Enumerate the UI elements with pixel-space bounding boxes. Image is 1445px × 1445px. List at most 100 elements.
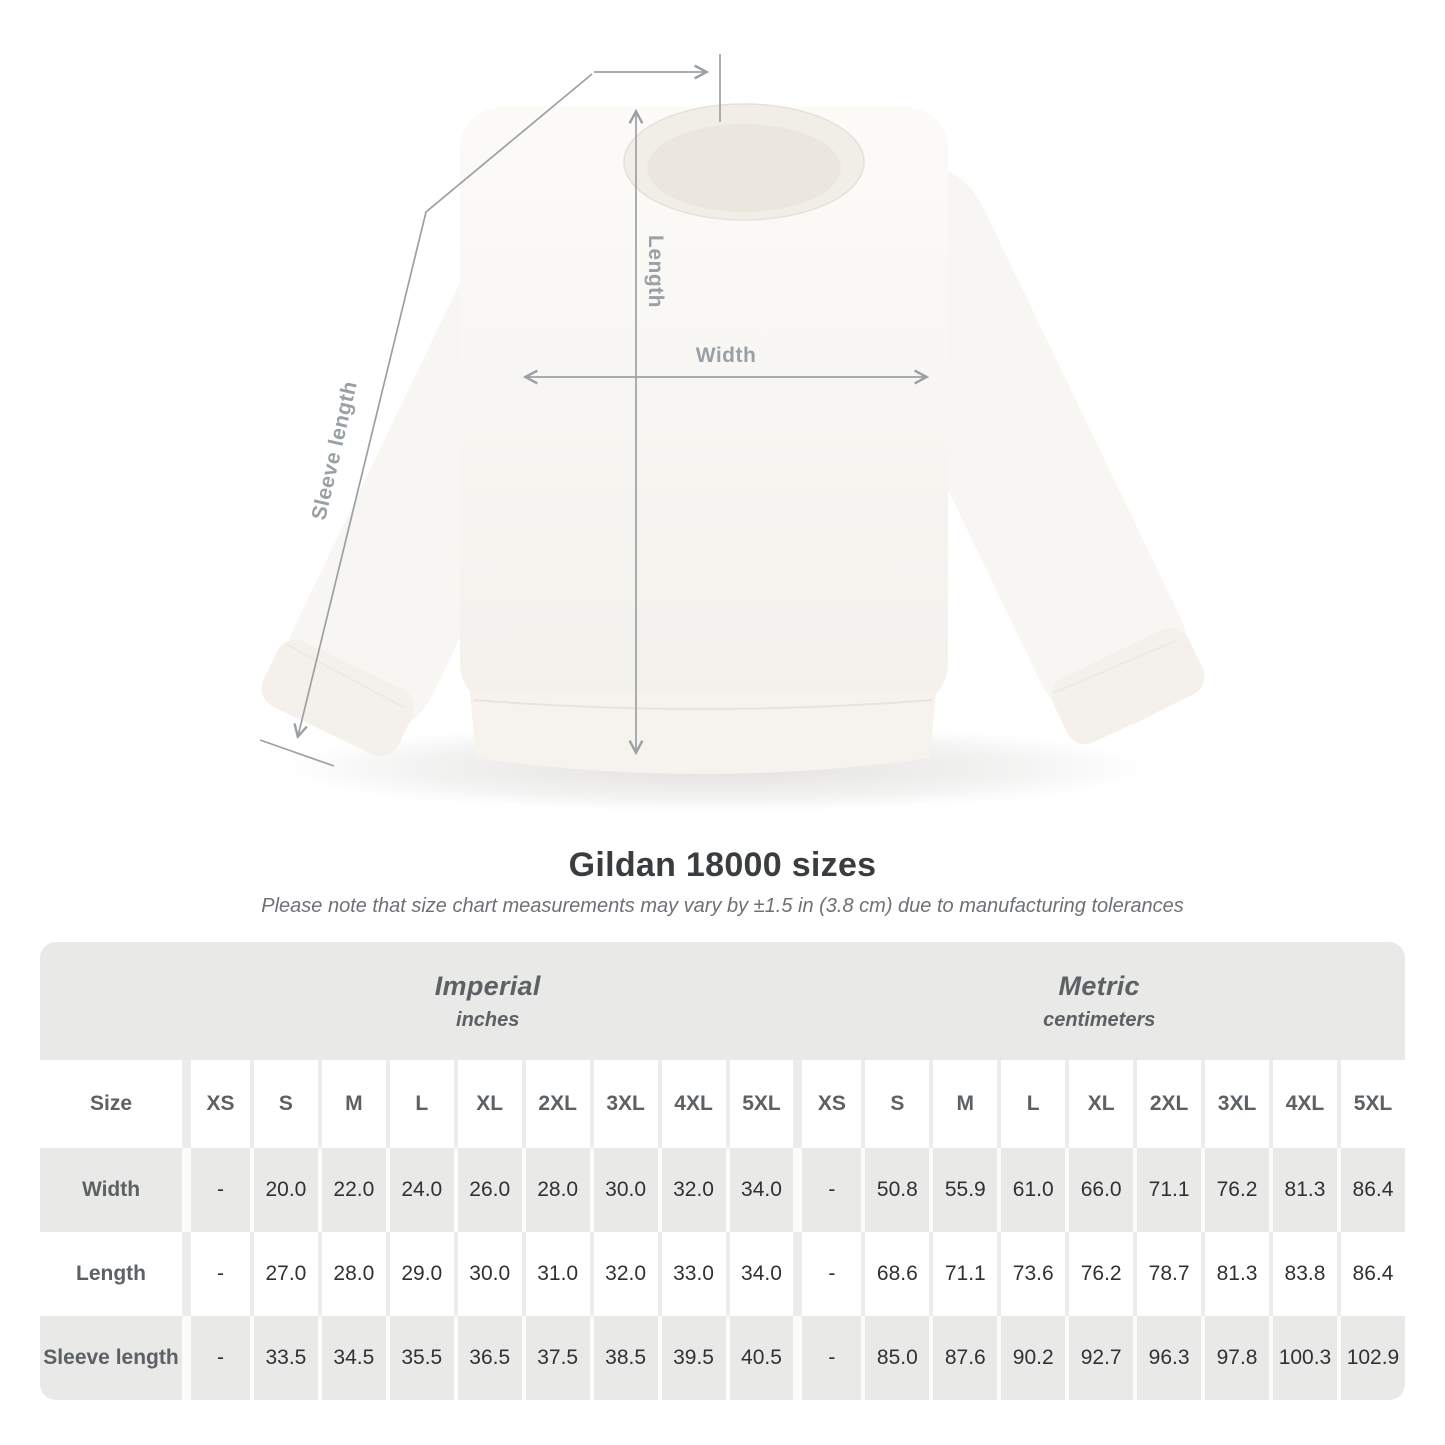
size-header: 5XL	[725, 1060, 794, 1148]
right-cuff-seam	[1053, 639, 1178, 694]
length-metric-3xl: 81.3	[1201, 1232, 1269, 1316]
length-imperial-xs: -	[182, 1232, 250, 1316]
tolerance-note: Please note that size chart measurements…	[261, 895, 1184, 917]
width-metric-m: 55.9	[929, 1148, 998, 1232]
sleeve-imperial-s: 33.5	[249, 1316, 318, 1400]
sleeve-imperial-xs: -	[182, 1316, 250, 1400]
band-spacer	[40, 942, 182, 1060]
length-imperial-xl: 30.0	[453, 1232, 522, 1316]
size-header: M	[317, 1060, 386, 1148]
sleeve-metric-l: 90.2	[997, 1316, 1066, 1400]
imperial-group-unit: inches	[456, 1008, 520, 1031]
width-imperial-3xl: 30.0	[589, 1148, 658, 1232]
size-header: S	[861, 1060, 930, 1148]
sleeve-metric-xl: 92.7	[1065, 1316, 1134, 1400]
length-imperial-4xl: 33.0	[657, 1232, 726, 1316]
length-metric-4xl: 83.8	[1269, 1232, 1337, 1316]
metric-group-header: Metric centimeters	[793, 942, 1405, 1060]
width-metric-s: 50.8	[861, 1148, 930, 1232]
width-imperial-xs: -	[182, 1148, 250, 1232]
width-imperial-5xl: 34.0	[725, 1148, 794, 1232]
size-header: 4XL	[657, 1060, 726, 1148]
collar-opening	[647, 124, 841, 212]
collar-seam	[623, 103, 865, 221]
right-cuff	[1051, 627, 1205, 745]
page-title: Gildan 18000 sizes	[568, 846, 877, 884]
left-cuff	[261, 639, 415, 757]
sleeve-metric-5xl: 102.9	[1336, 1316, 1405, 1400]
size-header: 2XL	[521, 1060, 590, 1148]
length-metric-s: 68.6	[861, 1232, 930, 1316]
size-column-header: Size	[40, 1060, 182, 1148]
width-imperial-s: 20.0	[249, 1148, 318, 1232]
torso	[460, 106, 948, 706]
sleeve-metric-s: 85.0	[861, 1316, 930, 1400]
length-measure-label: Length	[644, 235, 667, 308]
waistband-seam	[473, 699, 933, 710]
length-metric-xs: -	[793, 1232, 862, 1316]
width-metric-xs: -	[793, 1148, 862, 1232]
size-header: 4XL	[1269, 1060, 1337, 1148]
width-metric-2xl: 71.1	[1133, 1148, 1202, 1232]
sleeve-imperial-xl: 36.5	[453, 1316, 522, 1400]
sleeve-metric-xs: -	[793, 1316, 862, 1400]
length-imperial-3xl: 32.0	[589, 1232, 658, 1316]
sleeve-length-arrow	[298, 73, 593, 736]
width-imperial-xl: 26.0	[453, 1148, 522, 1232]
sleeve-measure-label: Sleeve length	[308, 379, 362, 522]
sleeve-length-row: Sleeve length - 33.5 34.5 35.5 36.5 37.5…	[40, 1316, 1405, 1400]
width-metric-l: 61.0	[997, 1148, 1066, 1232]
metric-group-name: Metric	[1058, 970, 1140, 1001]
length-metric-5xl: 86.4	[1336, 1232, 1405, 1316]
sleeve-imperial-m: 34.5	[317, 1316, 386, 1400]
width-metric-4xl: 81.3	[1269, 1148, 1337, 1232]
sleeve-imperial-2xl: 37.5	[521, 1316, 590, 1400]
width-metric-5xl: 86.4	[1336, 1148, 1405, 1232]
size-table-container: Imperial inches Metric centimeters Size …	[40, 942, 1405, 1400]
sleeve-metric-3xl: 97.8	[1201, 1316, 1269, 1400]
size-header: XS	[182, 1060, 250, 1148]
sleeve-metric-m: 87.6	[929, 1316, 998, 1400]
size-header: M	[929, 1060, 998, 1148]
length-imperial-l: 29.0	[385, 1232, 454, 1316]
row-label: Width	[40, 1148, 182, 1232]
size-header: L	[385, 1060, 454, 1148]
size-header: 2XL	[1133, 1060, 1202, 1148]
width-metric-xl: 66.0	[1065, 1148, 1134, 1232]
sleeve-imperial-3xl: 38.5	[589, 1316, 658, 1400]
width-row: Width - 20.0 22.0 24.0 26.0 28.0 30.0 32…	[40, 1148, 1405, 1232]
width-imperial-l: 24.0	[385, 1148, 454, 1232]
length-metric-l: 73.6	[997, 1232, 1066, 1316]
sleeve-metric-4xl: 100.3	[1269, 1316, 1337, 1400]
width-imperial-2xl: 28.0	[521, 1148, 590, 1232]
sleeve-imperial-l: 35.5	[385, 1316, 454, 1400]
sweatshirt-illustration: Length Width Sleeve length	[259, 54, 1205, 812]
imperial-group-name: Imperial	[434, 970, 541, 1001]
waistband	[470, 692, 936, 774]
sleeve-metric-2xl: 96.3	[1133, 1316, 1202, 1400]
length-imperial-5xl: 34.0	[725, 1232, 794, 1316]
width-metric-3xl: 76.2	[1201, 1148, 1269, 1232]
size-header: 3XL	[589, 1060, 658, 1148]
left-cuff-seam	[285, 643, 405, 709]
size-header: XS	[793, 1060, 862, 1148]
length-metric-m: 71.1	[929, 1232, 998, 1316]
size-header: S	[249, 1060, 318, 1148]
size-header: 3XL	[1201, 1060, 1269, 1148]
metric-group-unit: centimeters	[1043, 1008, 1156, 1031]
sleeve-imperial-5xl: 40.5	[725, 1316, 794, 1400]
width-imperial-4xl: 32.0	[657, 1148, 726, 1232]
length-metric-xl: 76.2	[1065, 1232, 1134, 1316]
row-label: Length	[40, 1232, 182, 1316]
size-header: XL	[1065, 1060, 1134, 1148]
row-label: Sleeve length	[40, 1316, 182, 1400]
length-imperial-s: 27.0	[249, 1232, 318, 1316]
unit-group-header-row: Imperial inches Metric centimeters	[40, 942, 1405, 1060]
size-header-row: Size XS S M L XL 2XL 3XL 4XL 5XL XS S M …	[40, 1060, 1405, 1148]
size-header: XL	[453, 1060, 522, 1148]
sweatshirt-measurement-figure: Length Width Sleeve length	[259, 54, 1205, 812]
size-table: Imperial inches Metric centimeters Size …	[40, 942, 1405, 1400]
length-imperial-m: 28.0	[317, 1232, 386, 1316]
imperial-group-header: Imperial inches	[182, 942, 794, 1060]
